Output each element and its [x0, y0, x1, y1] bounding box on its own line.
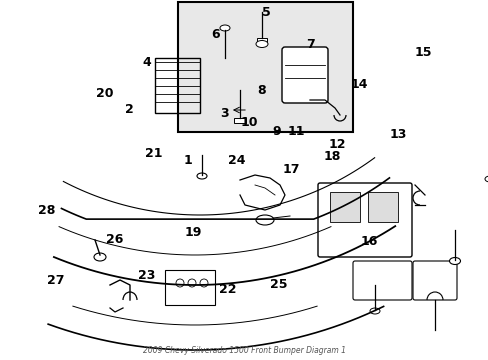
Bar: [367, 192, 397, 222]
Bar: [257, 38, 266, 43]
Text: 2: 2: [125, 103, 134, 116]
Text: 24: 24: [228, 154, 245, 167]
Text: 4: 4: [142, 57, 151, 69]
FancyBboxPatch shape: [412, 261, 456, 300]
Text: 19: 19: [184, 226, 202, 239]
Text: 28: 28: [38, 204, 55, 217]
Text: 14: 14: [350, 78, 367, 91]
Bar: [234, 118, 245, 123]
Text: 11: 11: [286, 125, 304, 138]
FancyBboxPatch shape: [317, 183, 411, 257]
Text: 9: 9: [271, 125, 280, 138]
Text: 21: 21: [145, 147, 163, 159]
Bar: [329, 192, 359, 222]
Bar: [155, 58, 200, 113]
Text: 20: 20: [96, 87, 114, 100]
Text: 13: 13: [389, 129, 407, 141]
Text: 25: 25: [269, 278, 287, 291]
Text: 2009 Chevy Silverado 1500 Front Bumper Diagram 1: 2009 Chevy Silverado 1500 Front Bumper D…: [142, 346, 346, 355]
Ellipse shape: [484, 176, 488, 182]
Text: 12: 12: [328, 138, 346, 150]
Ellipse shape: [256, 215, 273, 225]
Text: 17: 17: [282, 163, 299, 176]
FancyBboxPatch shape: [282, 47, 327, 103]
Text: 23: 23: [138, 269, 155, 282]
Ellipse shape: [197, 173, 206, 179]
Text: 16: 16: [360, 235, 377, 248]
Text: 15: 15: [413, 46, 431, 59]
FancyBboxPatch shape: [178, 2, 352, 132]
Text: 8: 8: [257, 84, 265, 96]
Text: 7: 7: [305, 39, 314, 51]
Ellipse shape: [448, 257, 460, 265]
Text: 3: 3: [220, 107, 229, 120]
Ellipse shape: [256, 40, 267, 48]
Ellipse shape: [94, 253, 106, 261]
Ellipse shape: [220, 25, 229, 31]
Text: 5: 5: [262, 6, 270, 19]
Ellipse shape: [369, 308, 379, 314]
Text: 26: 26: [106, 233, 123, 246]
FancyBboxPatch shape: [164, 270, 215, 305]
Text: 18: 18: [323, 150, 341, 163]
Text: 6: 6: [210, 28, 219, 41]
FancyBboxPatch shape: [352, 261, 411, 300]
Text: 27: 27: [47, 274, 65, 287]
Text: 1: 1: [183, 154, 192, 167]
Text: 10: 10: [240, 116, 258, 129]
Text: 22: 22: [218, 283, 236, 296]
